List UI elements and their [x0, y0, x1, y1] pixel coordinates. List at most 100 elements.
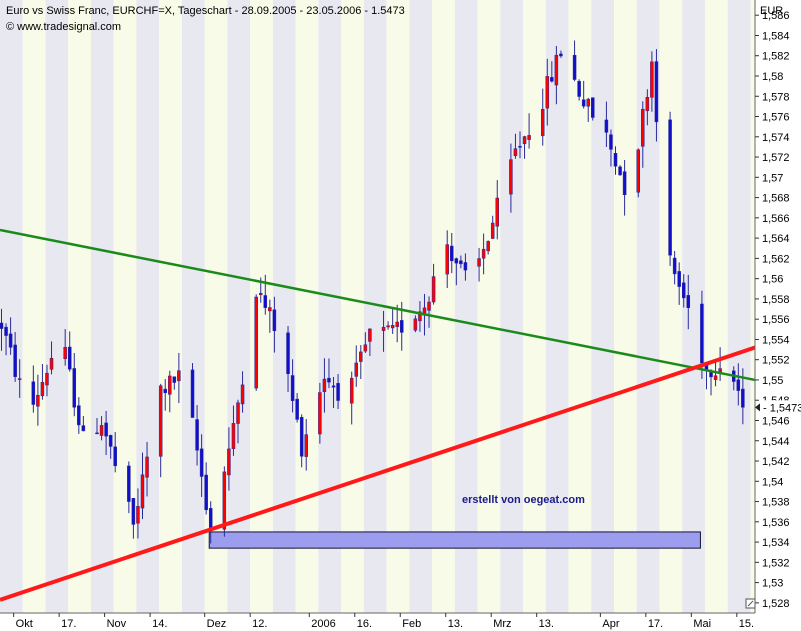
candle-body	[672, 257, 677, 275]
last-price-box	[760, 400, 800, 415]
candle-body	[518, 146, 522, 148]
week-band	[318, 0, 342, 613]
week-band-alt	[523, 0, 546, 613]
trendline-red-support	[0, 345, 756, 602]
x-tick-label: Feb	[402, 618, 421, 630]
candle-body	[158, 385, 163, 457]
week-band	[45, 0, 69, 613]
week-band	[181, 0, 205, 613]
candle-body	[195, 419, 199, 451]
x-tick-label: Dez	[207, 618, 227, 630]
x-tick-label: 17.	[61, 618, 76, 630]
candle-body	[67, 346, 72, 370]
candle-body	[45, 372, 49, 386]
candle-body	[572, 54, 577, 80]
support-zone-group	[208, 531, 701, 549]
candle-body	[586, 98, 590, 107]
y-tick-label: 1,564	[762, 233, 790, 245]
candle-body	[686, 295, 691, 308]
candle-body	[681, 282, 686, 299]
candle-body	[254, 296, 258, 389]
week-band	[727, 0, 751, 613]
candle-body	[145, 456, 149, 478]
candle-body	[577, 81, 581, 97]
candle-body	[354, 362, 359, 377]
candle-body	[0, 322, 4, 329]
candle-body	[618, 166, 622, 176]
candle-body	[99, 425, 104, 436]
candle-body	[550, 77, 554, 82]
candle-body	[236, 402, 240, 424]
y-tick-label: 1,542	[762, 456, 790, 468]
candle-body	[222, 471, 227, 530]
candle-body	[454, 258, 459, 264]
x-tick-label: 15.	[739, 618, 754, 630]
y-tick-label: 1,57	[762, 172, 783, 184]
week-band	[90, 0, 114, 613]
candle-body	[327, 377, 331, 383]
trendline-green-resistance	[0, 228, 756, 382]
week-band-alt	[250, 0, 273, 613]
y-tick-label: 1,546	[762, 415, 790, 427]
candle-body	[641, 108, 645, 147]
candle-body	[190, 369, 195, 418]
candle-body	[418, 311, 422, 322]
candle-body	[131, 498, 136, 525]
candle-body	[591, 97, 595, 118]
week-band-alt	[295, 0, 319, 613]
chart-title: Euro vs Swiss Franc, EURCHF=X, Tageschar…	[6, 5, 405, 17]
candle-body	[113, 446, 117, 467]
candle-body	[386, 325, 390, 328]
y-tick-label: 1,534	[762, 537, 790, 549]
candle-body	[559, 53, 563, 57]
week-band	[591, 0, 615, 613]
y-tick-label: 1,574	[762, 132, 790, 144]
y-tick-label: 1,558	[762, 294, 790, 306]
week-band-alt	[432, 0, 455, 613]
candle-body	[513, 148, 518, 156]
candle-body	[318, 392, 322, 435]
candle-body	[609, 134, 613, 150]
annotation-label: erstellt von oegeat.com	[462, 494, 585, 506]
x-tick-label: 14.	[152, 618, 167, 630]
y-tick-label: 1,562	[762, 253, 790, 265]
candle-body	[127, 465, 131, 502]
x-tick-label: Okt	[16, 618, 33, 630]
candle-body	[477, 258, 481, 267]
candle-body	[322, 378, 327, 393]
candle-body	[368, 328, 372, 342]
x-tick-label: 16.	[357, 618, 372, 630]
y-tick-label: 1,54	[762, 476, 783, 488]
candle-body	[8, 333, 13, 348]
y-tick-label: 1,538	[762, 497, 790, 509]
week-band-alt	[341, 0, 364, 613]
candle-body	[413, 318, 418, 331]
candle-body	[36, 394, 40, 407]
week-band-alt	[704, 0, 728, 613]
resize-handle-icon[interactable]	[745, 598, 756, 609]
y-tick-label: 1,55	[762, 375, 783, 387]
candle-body	[700, 303, 704, 364]
candle-body	[77, 405, 81, 426]
week-band	[0, 0, 23, 613]
candle-body	[359, 351, 363, 362]
candle-body	[40, 382, 45, 397]
week-band	[136, 0, 160, 613]
week-band-alt	[568, 0, 592, 613]
y-tick-label: 1,532	[762, 557, 790, 569]
last-price-marker: - 1,5473	[755, 400, 801, 415]
candle-body	[177, 370, 181, 382]
candle-body	[304, 434, 308, 457]
candle-body	[299, 417, 304, 457]
y-axis: 1,528 1,53 1,532 1,534 1,536 1,538 1,54 1,542 1,…	[754, 0, 801, 631]
candle-body	[390, 325, 395, 329]
week-band	[682, 0, 705, 613]
candle-body	[49, 357, 54, 370]
week-band	[500, 0, 524, 613]
candle-body	[545, 76, 550, 109]
y-tick-label: 1,578	[762, 91, 790, 103]
week-band-alt	[750, 0, 755, 613]
candle-body	[172, 376, 177, 383]
